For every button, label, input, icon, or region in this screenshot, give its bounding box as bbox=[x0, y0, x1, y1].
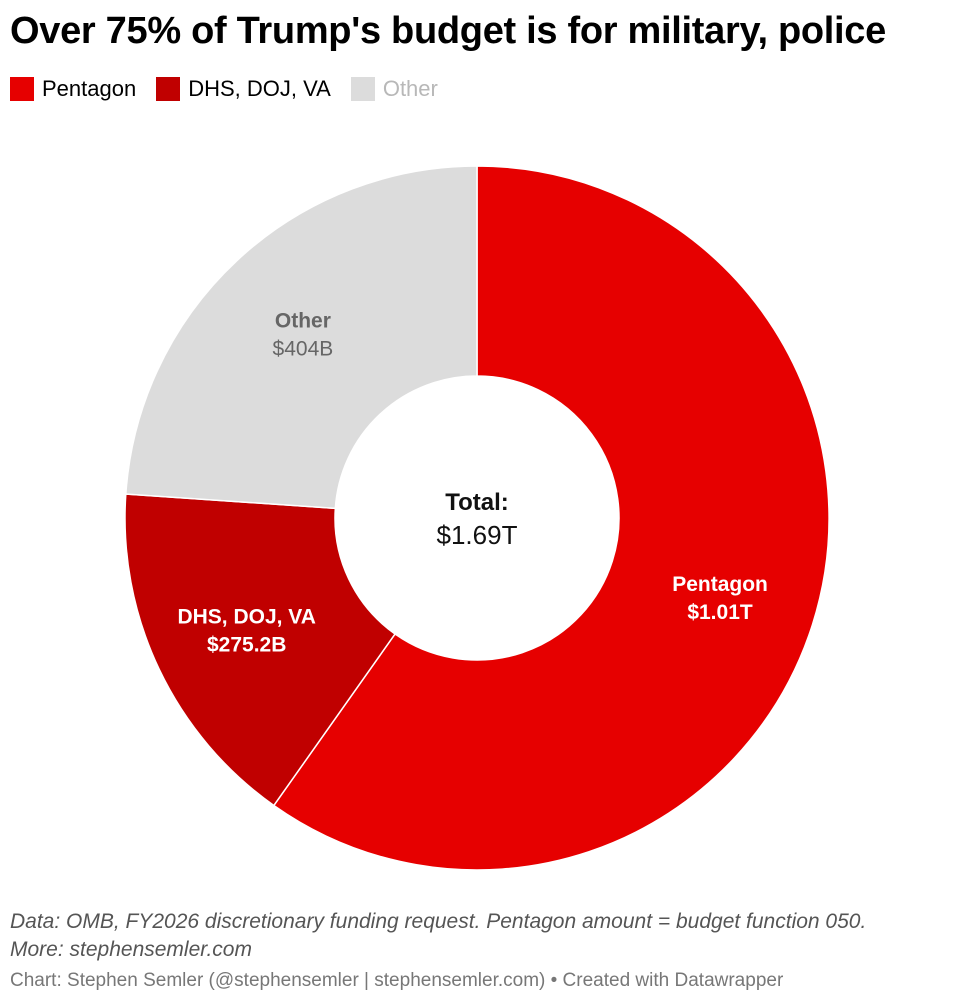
slice-value-pentagon: $1.01T bbox=[687, 601, 753, 624]
donut-slices bbox=[124, 165, 830, 871]
legend: Pentagon DHS, DOJ, VA Other bbox=[10, 76, 438, 102]
center-total-label: Total: bbox=[445, 489, 509, 516]
chart-credit: Chart: Stephen Semler (@stephensemler | … bbox=[10, 970, 784, 991]
legend-label-pentagon: Pentagon bbox=[42, 76, 137, 101]
slice-label-dhs-doj-va: DHS, DOJ, VA bbox=[177, 605, 315, 628]
legend-item-other: Other bbox=[350, 76, 438, 102]
legend-item-dhs-doj-va: DHS, DOJ, VA bbox=[156, 76, 331, 102]
legend-label-dhs-doj-va: DHS, DOJ, VA bbox=[188, 76, 331, 101]
slice-value-dhs-doj-va: $275.2B bbox=[207, 633, 286, 656]
slice-dhs-doj-va bbox=[124, 493, 397, 807]
source-note-line-2: More: stephensemler.com bbox=[10, 938, 252, 961]
source-notes: Data: OMB, FY2026 discretionary funding … bbox=[10, 908, 866, 964]
legend-swatch-dhs-doj-va bbox=[156, 77, 181, 101]
slice-value-other: $404B bbox=[273, 338, 334, 361]
legend-label-other: Other bbox=[382, 76, 438, 101]
slice-labels: Pentagon $1.01T DHS, DOJ, VA $275.2B Other $4… bbox=[177, 310, 767, 657]
slice-label-pentagon: Pentagon bbox=[672, 573, 768, 596]
slice-other bbox=[125, 165, 478, 510]
slice-label-other: Other bbox=[275, 310, 331, 333]
chart-title: Over 75% of Trump's budget is for milita… bbox=[10, 10, 886, 52]
source-note-line-1: Data: OMB, FY2026 discretionary funding … bbox=[10, 910, 867, 933]
legend-swatch-pentagon bbox=[10, 77, 34, 101]
legend-item-pentagon: Pentagon bbox=[10, 76, 136, 102]
donut-chart: Pentagon $1.01T DHS, DOJ, VA $275.2B Other $4… bbox=[124, 165, 830, 871]
legend-swatch-other bbox=[350, 77, 375, 101]
slice-pentagon bbox=[272, 165, 830, 871]
center-total-value: $1.69T bbox=[437, 520, 518, 550]
